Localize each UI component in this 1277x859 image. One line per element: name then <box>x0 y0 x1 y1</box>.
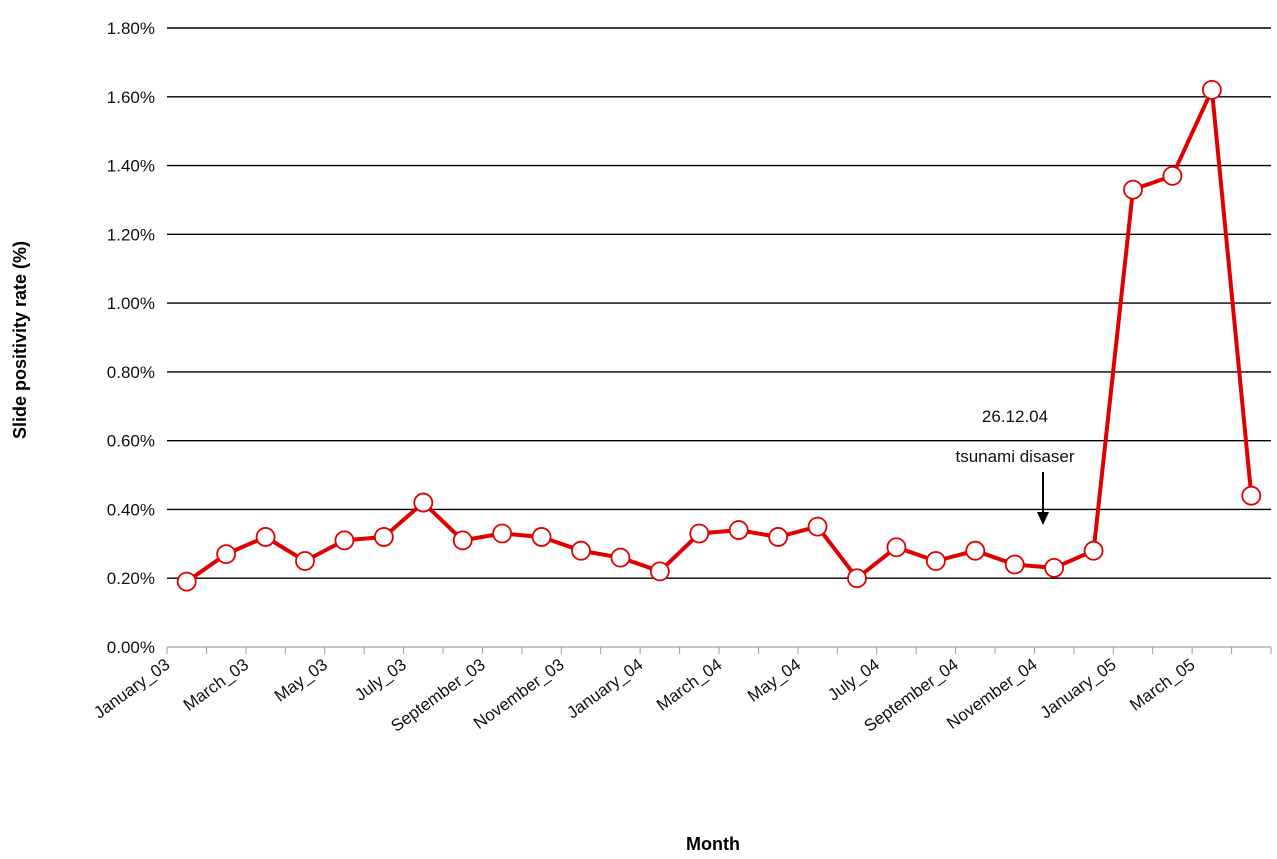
x-tick-label: March_03 <box>180 655 252 715</box>
data-point <box>413 492 434 513</box>
x-tick-label: July_03 <box>351 655 410 705</box>
data-point <box>610 547 631 568</box>
data-point <box>216 544 237 565</box>
series-points <box>176 80 1262 592</box>
x-tick-label: July_04 <box>824 655 883 705</box>
x-tick-label: May_03 <box>271 655 331 706</box>
data-point <box>728 520 749 540</box>
data-point <box>807 516 828 537</box>
data-point <box>1201 80 1222 100</box>
y-tick-label: 0.20% <box>107 569 155 588</box>
x-tick-label: March_04 <box>653 655 725 715</box>
data-point <box>334 530 355 551</box>
data-point <box>689 523 710 544</box>
tsunami-annotation: 26.12.04 tsunami disaser <box>955 407 1075 525</box>
x-axis-ticks <box>166 647 1272 654</box>
data-point <box>886 537 907 558</box>
x-tick-label: January_03 <box>90 655 173 723</box>
series-line <box>185 87 1254 584</box>
y-tick-label: 0.40% <box>107 500 155 519</box>
annotation-date: 26.12.04 <box>982 407 1048 426</box>
y-axis-ticks: 0.00% 0.20% 0.40% 0.60% 0.80% 1.00% 1.20% 1.40%… <box>107 19 155 657</box>
data-point <box>492 523 513 544</box>
data-point <box>452 530 473 551</box>
data-point <box>531 527 552 547</box>
data-point <box>571 540 591 561</box>
x-tick-label: March_05 <box>1126 655 1198 715</box>
y-tick-label: 0.80% <box>107 363 155 382</box>
y-tick-label: 0.60% <box>107 432 155 451</box>
data-point <box>925 551 946 571</box>
data-point <box>295 551 315 571</box>
y-axis-title: Slide positivity rate (%) <box>10 241 30 439</box>
x-tick-label: January_04 <box>563 655 646 723</box>
data-point <box>1044 558 1065 578</box>
data-point <box>1083 540 1104 561</box>
x-tick-label: January_05 <box>1037 655 1120 723</box>
y-tick-label: 1.80% <box>107 19 155 38</box>
data-point <box>255 527 276 547</box>
data-point <box>965 540 986 561</box>
data-point <box>1123 179 1143 200</box>
annotation-event: tsunami disaser <box>955 447 1074 466</box>
data-point <box>768 527 789 547</box>
y-tick-label: 1.40% <box>107 157 155 176</box>
gridlines <box>167 27 1271 579</box>
x-tick-label: May_04 <box>744 655 804 706</box>
data-point <box>847 568 867 589</box>
y-tick-label: 1.20% <box>107 225 155 244</box>
data-point <box>176 571 197 592</box>
data-point <box>373 527 394 547</box>
data-point <box>1162 165 1183 186</box>
x-axis-title: Month <box>686 834 740 854</box>
y-tick-label: 0.00% <box>107 638 155 657</box>
data-point <box>649 561 670 582</box>
annotation-arrow-head <box>1037 512 1049 525</box>
data-point <box>1241 485 1262 506</box>
y-tick-label: 1.00% <box>107 294 155 313</box>
y-tick-label: 1.60% <box>107 88 155 107</box>
x-axis-labels: January_03 March_03 May_03 July_03September… <box>90 655 1198 736</box>
data-point <box>1004 554 1025 575</box>
